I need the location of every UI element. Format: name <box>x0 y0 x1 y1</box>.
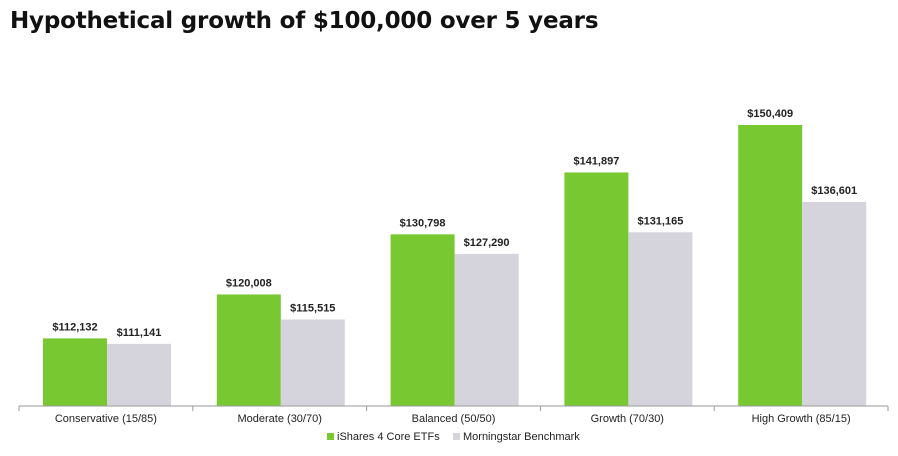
legend: iShares 4 Core ETFs Morningstar Benchmark <box>327 431 580 443</box>
value-labels-layer: $112,132 $111,141 $120,008 $115,515 $130,798… <box>52 108 857 339</box>
legend-item-ishares: iShares 4 Core ETFs <box>327 431 440 443</box>
value-label-benchmark-growth-70-30: $131,165 <box>637 215 683 227</box>
bar-benchmark-high-growth-85-15 <box>802 201 867 406</box>
category-label-conservative-15-85: Conservative (15/85) <box>55 413 157 425</box>
x-axis-ticks <box>18 406 889 411</box>
bar-benchmark-balanced-50-50 <box>454 253 519 406</box>
bar-ishares-balanced-50-50 <box>390 234 455 406</box>
value-label-benchmark-balanced-50-50: $127,290 <box>464 237 510 249</box>
category-label-moderate-30-70: Moderate (30/70) <box>238 413 322 425</box>
bars-layer <box>43 125 867 406</box>
value-label-ishares-balanced-50-50: $130,798 <box>400 217 446 229</box>
bar-benchmark-conservative-15-85 <box>107 343 171 406</box>
bar-ishares-high-growth-85-15 <box>738 125 803 406</box>
value-label-benchmark-high-growth-85-15: $136,601 <box>811 185 857 197</box>
bar-benchmark-growth-70-30 <box>628 232 693 406</box>
value-label-ishares-moderate-30-70: $120,008 <box>226 277 272 289</box>
category-labels-layer: Conservative (15/85) Moderate (30/70) Bala… <box>55 413 851 425</box>
legend-swatch-ishares <box>327 433 334 440</box>
category-label-balanced-50-50: Balanced (50/50) <box>412 413 496 425</box>
value-label-benchmark-moderate-30-70: $115,515 <box>290 303 335 315</box>
legend-item-benchmark: Morningstar Benchmark <box>453 431 580 443</box>
bar-ishares-conservative-15-85 <box>43 338 107 406</box>
category-label-high-growth-85-15: High Growth (85/15) <box>752 413 851 425</box>
value-label-ishares-conservative-15-85: $112,132 <box>52 321 97 333</box>
category-label-growth-70-30: Growth (70/30) <box>591 413 664 425</box>
bar-ishares-moderate-30-70 <box>216 294 281 406</box>
value-label-benchmark-conservative-15-85: $111,141 <box>117 327 162 339</box>
legend-swatch-benchmark <box>453 433 460 440</box>
legend-label-ishares: iShares 4 Core ETFs <box>337 431 440 443</box>
bar-ishares-growth-70-30 <box>564 172 629 406</box>
value-label-ishares-high-growth-85-15: $150,409 <box>747 108 793 120</box>
chart-title: Hypothetical growth of $100,000 over 5 y… <box>10 8 599 34</box>
legend-label-benchmark: Morningstar Benchmark <box>463 431 580 443</box>
bar-benchmark-moderate-30-70 <box>280 319 345 406</box>
value-label-ishares-growth-70-30: $141,897 <box>573 155 619 167</box>
